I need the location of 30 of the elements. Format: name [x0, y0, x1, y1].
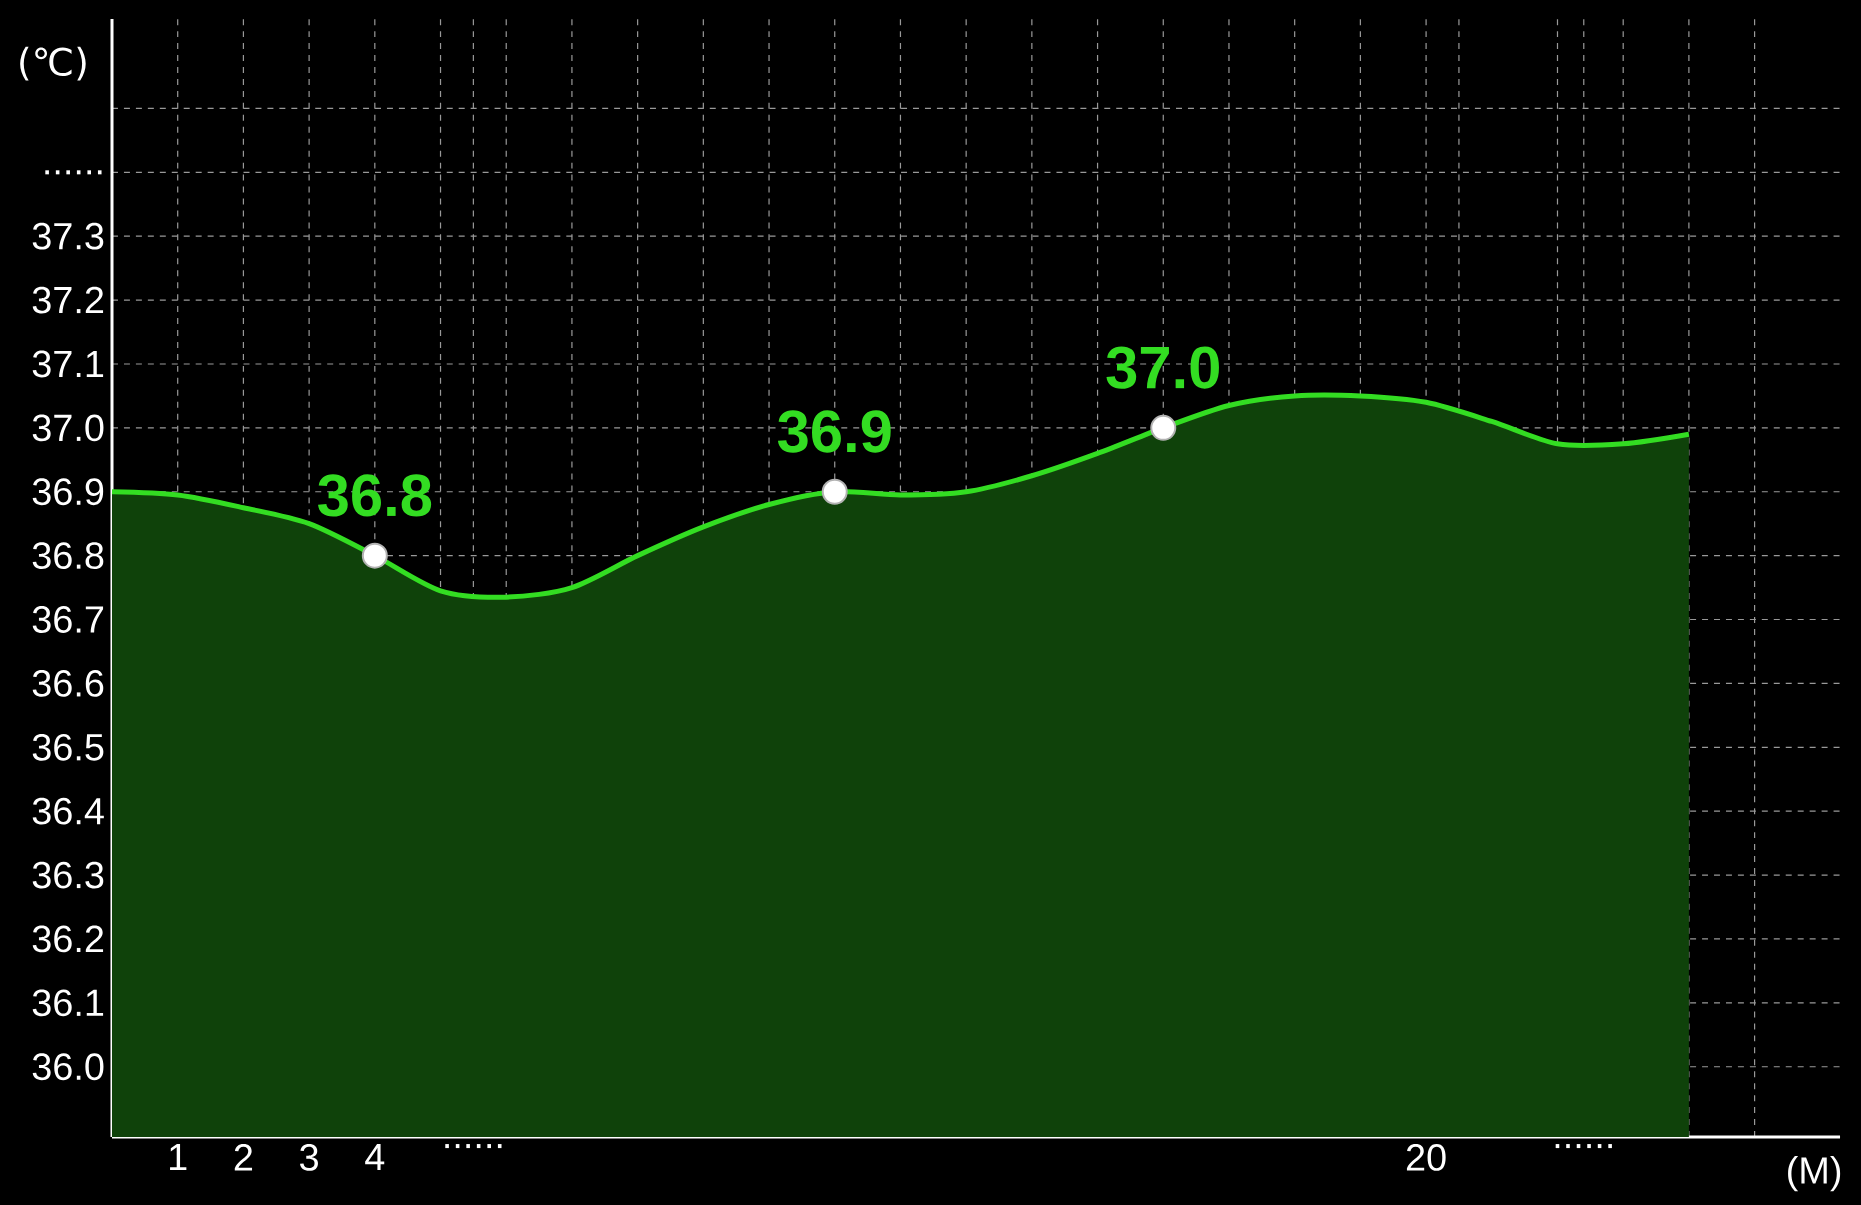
y-tick-label: 36.3: [32, 861, 104, 889]
y-tick-label: 37.3: [32, 222, 104, 250]
data-label: 37.0: [1106, 346, 1219, 389]
y-tick-label: 37.2: [32, 286, 104, 314]
x-tick-label: ......: [445, 1144, 502, 1149]
y-tick-label: 37.1: [32, 350, 104, 378]
x-tick-label: 3: [300, 1144, 318, 1171]
data-label: 36.8: [318, 474, 432, 517]
y-tick-label: 36.8: [32, 542, 104, 570]
data-label: 36.9: [777, 410, 891, 453]
x-tick-label: 4: [365, 1144, 385, 1171]
x-axis-title: (M): [1788, 1156, 1841, 1192]
y-axis-title: (℃): [20, 46, 86, 81]
y-tick-label: 36.7: [32, 606, 104, 633]
x-tick-label: 2: [234, 1144, 253, 1171]
x-tick-label: 20: [1406, 1144, 1446, 1171]
y-tick-label: 36.0: [32, 1053, 104, 1081]
y-tick-label: 36.6: [32, 670, 104, 697]
x-tick-label: 1: [170, 1144, 187, 1171]
point: [1150, 414, 1177, 441]
y-tick-label: 36.1: [32, 989, 104, 1017]
y-tick-label: 37.0: [32, 414, 104, 442]
y-tick-label: 36.5: [32, 733, 104, 761]
y-tick-label: ......: [45, 170, 102, 175]
y-tick-label: 36.4: [32, 797, 104, 825]
y-tick-label: 36.9: [32, 478, 104, 506]
point: [361, 542, 388, 569]
x-tick-label: ......: [1555, 1144, 1612, 1149]
point: [821, 478, 848, 505]
y-tick-label: 36.2: [32, 925, 104, 953]
